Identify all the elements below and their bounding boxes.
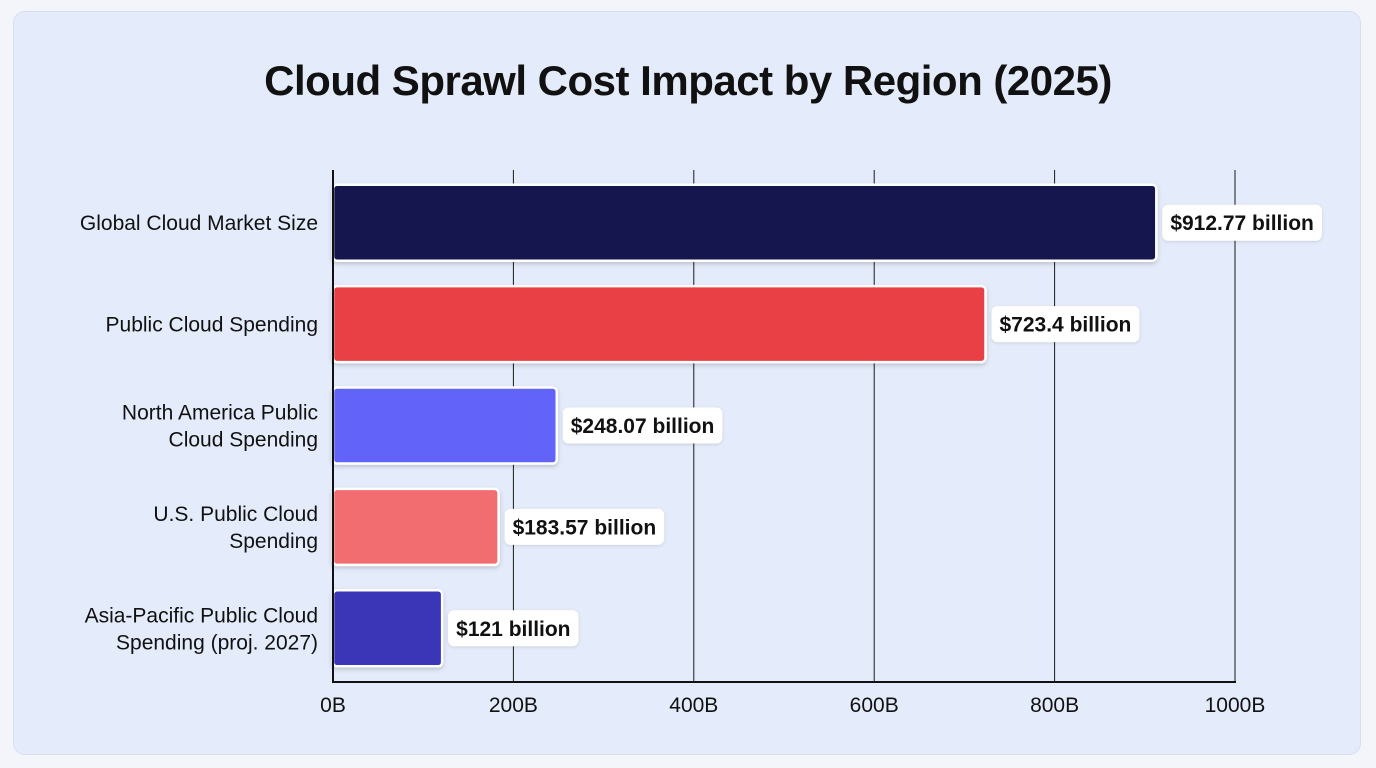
value-label-group: $723.4 billion [991,306,1140,343]
value-label: $121 billion [456,618,570,641]
value-label-bg [1162,204,1322,241]
x-tick-label: 0B [320,694,346,717]
axes: 0B 200B 400B 600B 800B 1000B Global Cloud Mark… [80,170,1265,717]
value-label: $912.77 billion [1170,212,1314,235]
category-label: Public Cloud Spending [106,314,318,337]
value-label-bg [504,508,665,545]
bar [331,589,444,668]
value-label-group: $912.77 billion [1162,204,1322,241]
category-label: Spending (proj. 2027) [116,631,318,654]
x-tick-label: 600B [850,694,899,717]
bar [331,487,500,567]
category-label: North America Public [122,402,318,425]
x-tick-label: 200B [489,694,538,717]
x-tick-label: 1000B [1205,694,1266,717]
value-label: $723.4 billion [1000,314,1132,337]
category-label: Cloud Spending [169,429,318,452]
value-label: $248.07 billion [571,415,715,438]
value-label-bg [562,407,723,444]
value-label-group: $121 billion [448,610,579,647]
labels: $912.77 billion $723.4 billion $248.07 bil… [448,204,1322,647]
x-tick-label: 400B [669,694,718,717]
category-label: U.S. Public Cloud [153,503,318,526]
category-label: Asia-Pacific Public Cloud [85,604,318,627]
value-label-bg [448,610,579,647]
bar [331,284,987,364]
value-label: $183.57 billion [513,516,657,539]
value-label-group: $183.57 billion [504,508,665,545]
value-label-group: $248.07 billion [562,407,723,444]
bar [331,183,1158,262]
bar [331,386,559,465]
category-label: Global Cloud Market Size [80,212,318,235]
value-label-bg [991,306,1140,343]
category-label: Spending [229,530,318,553]
chart-card [13,11,1361,755]
bars [331,183,1158,668]
x-tick-label: 800B [1030,694,1079,717]
chart-title: Cloud Sprawl Cost Impact by Region (2025… [264,57,1112,104]
